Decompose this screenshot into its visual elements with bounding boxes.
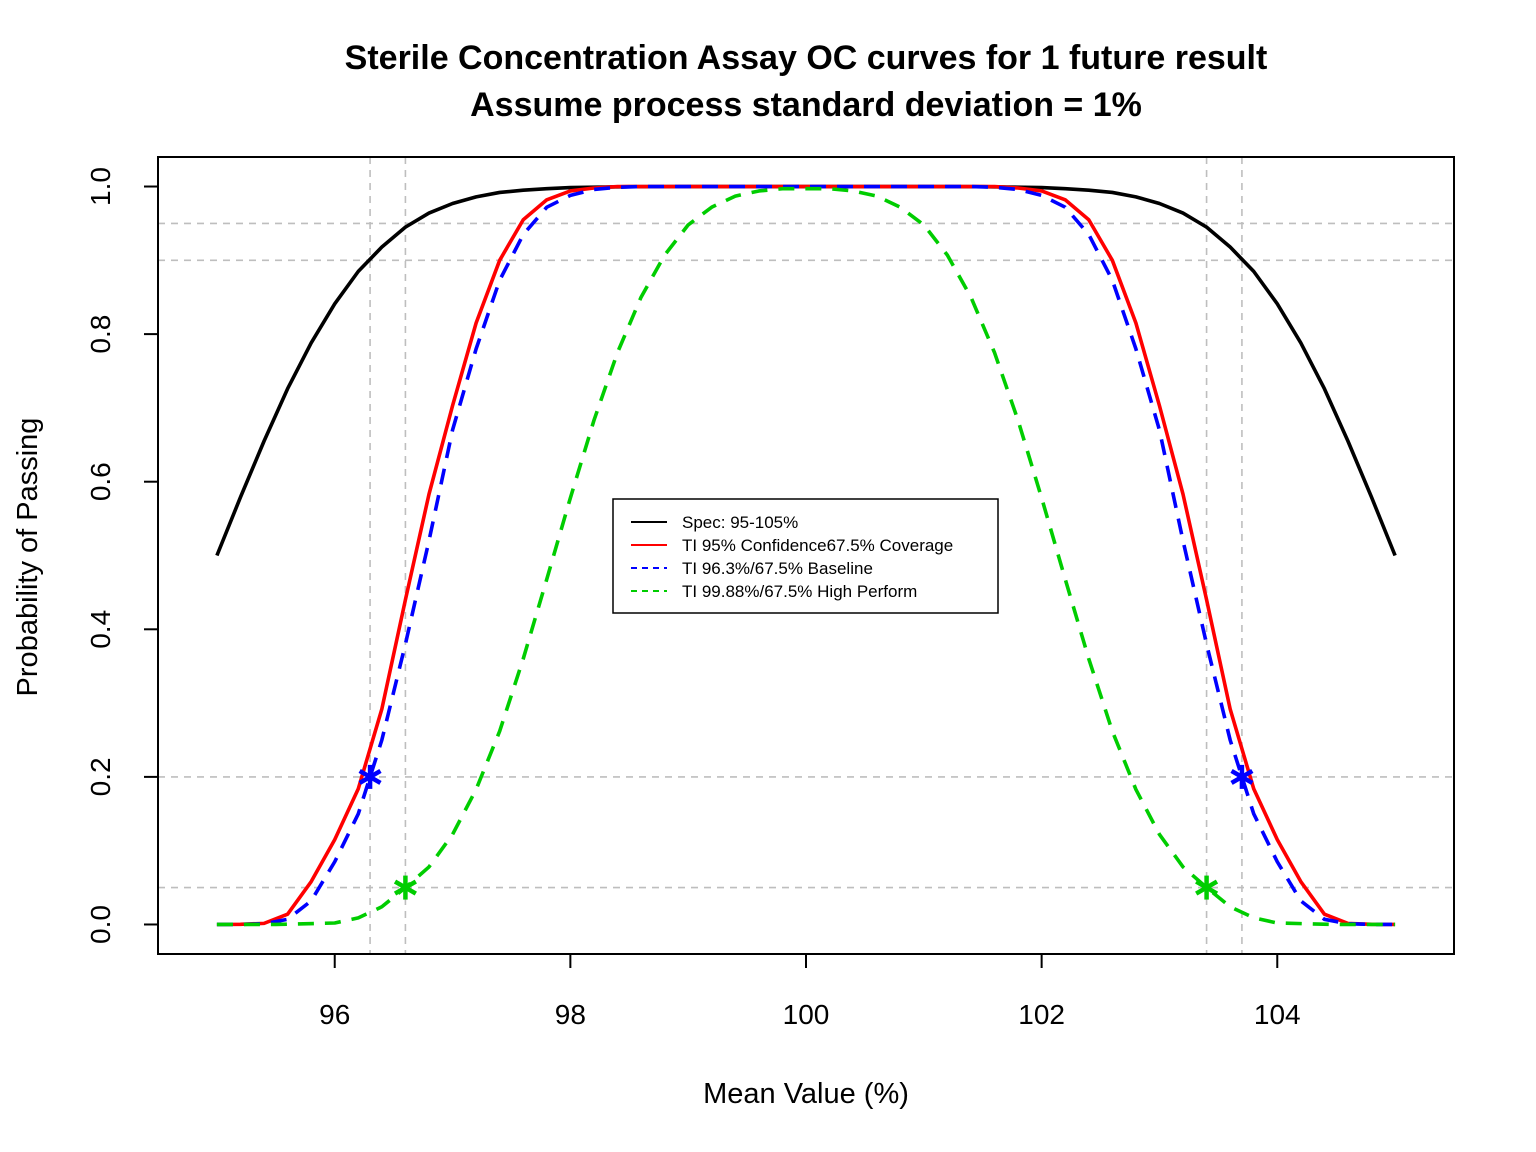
- series-layer: [215, 184, 1397, 927]
- x-tick-label-3: 102: [1018, 999, 1065, 1030]
- x-axis: 96 98 100 102 104: [319, 953, 1301, 1030]
- marker-asterisk-1: [1230, 764, 1254, 789]
- y-tick-label-0: 0.0: [85, 905, 116, 944]
- x-tick-label-2: 100: [783, 999, 830, 1030]
- y-tick-label-4: 0.8: [85, 315, 116, 354]
- marker-asterisk-2: [393, 875, 417, 900]
- marker-layer: [358, 764, 1254, 900]
- x-axis-label: Mean Value (%): [703, 1078, 909, 1110]
- x-tick-label-4: 104: [1254, 999, 1301, 1030]
- series-line-2: [216, 184, 1396, 927]
- legend-box: [612, 498, 999, 614]
- x-tick-label-1: 98: [555, 999, 586, 1030]
- legend-label-3: TI 99.88%/67.5% High Perform: [682, 582, 917, 601]
- legend-label-0: Spec: 95-105%: [682, 513, 798, 532]
- chart-title: Sterile Concentration Assay OC curves fo…: [345, 39, 1268, 77]
- series-line-1: [216, 184, 1396, 927]
- series-line-3: [216, 186, 1396, 927]
- legend-label-2: TI 96.3%/67.5% Baseline: [682, 559, 873, 578]
- y-tick-label-1: 0.2: [85, 757, 116, 796]
- x-tick-label-0: 96: [319, 999, 350, 1030]
- chart-subtitle: Assume process standard deviation = 1%: [470, 86, 1142, 124]
- legend: Spec: 95-105% TI 95% Confidence67.5% Cove…: [612, 498, 999, 614]
- legend-label-1: TI 95% Confidence67.5% Coverage: [682, 536, 953, 555]
- y-tick-label-5: 1.0: [85, 167, 116, 206]
- marker-asterisk-3: [1195, 875, 1219, 900]
- y-tick-label-2: 0.4: [85, 610, 116, 649]
- y-tick-label-3: 0.6: [85, 462, 116, 501]
- y-axis-label: Probability of Passing: [12, 418, 44, 697]
- marker-asterisk-0: [358, 764, 382, 789]
- y-axis: 0.0 0.2 0.4 0.6 0.8 1.0: [85, 167, 159, 944]
